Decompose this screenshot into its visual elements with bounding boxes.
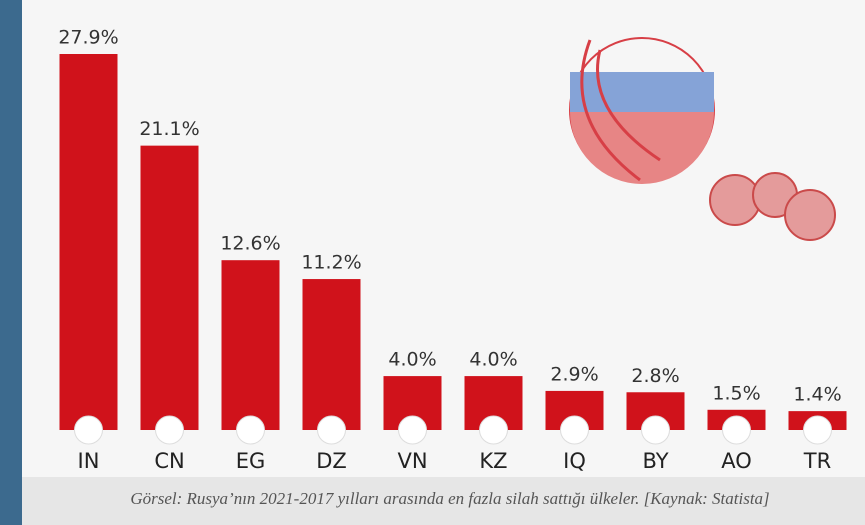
- background: [0, 0, 865, 525]
- bar: [60, 54, 118, 430]
- flag-icon: [75, 416, 103, 444]
- x-tick-label: DZ: [316, 449, 347, 473]
- side-strip: [0, 0, 22, 525]
- caption: Görsel: Rusya’nın 2021-2017 yılları aras…: [130, 489, 769, 508]
- flag-icon: [156, 416, 184, 444]
- value-label: 21.1%: [139, 118, 199, 140]
- value-label: 4.0%: [388, 349, 436, 371]
- value-label: 12.6%: [220, 233, 280, 255]
- x-tick-label: IQ: [563, 449, 586, 473]
- value-label: 1.5%: [712, 382, 760, 404]
- x-tick-label: AO: [721, 449, 752, 473]
- x-tick-label: KZ: [479, 449, 507, 473]
- value-label: 4.0%: [469, 349, 517, 371]
- value-label: 2.9%: [550, 363, 598, 385]
- flag-icon: [480, 416, 508, 444]
- x-tick-label: BY: [642, 449, 668, 473]
- flag-icon: [318, 416, 346, 444]
- x-tick-label: CN: [154, 449, 184, 473]
- bar: [222, 260, 280, 430]
- bar: [141, 146, 199, 430]
- flag-icon: [561, 416, 589, 444]
- x-tick-label: IN: [78, 449, 100, 473]
- x-tick-label: EG: [236, 449, 266, 473]
- x-tick-label: TR: [803, 449, 831, 473]
- value-label: 11.2%: [301, 252, 361, 274]
- flag-icon: [237, 416, 265, 444]
- flag-icon: [399, 416, 427, 444]
- value-label: 2.8%: [631, 365, 679, 387]
- chart: Görsel: Rusya’nın 2021-2017 yılları aras…: [0, 0, 865, 525]
- flag-icon: [804, 416, 832, 444]
- flag-icon: [642, 416, 670, 444]
- page: Görsel: Rusya’nın 2021-2017 yılları aras…: [0, 0, 865, 525]
- x-tick-label: VN: [397, 449, 427, 473]
- value-label: 27.9%: [58, 27, 118, 49]
- flag-icon: [723, 416, 751, 444]
- value-label: 1.4%: [793, 384, 841, 406]
- bar: [303, 279, 361, 430]
